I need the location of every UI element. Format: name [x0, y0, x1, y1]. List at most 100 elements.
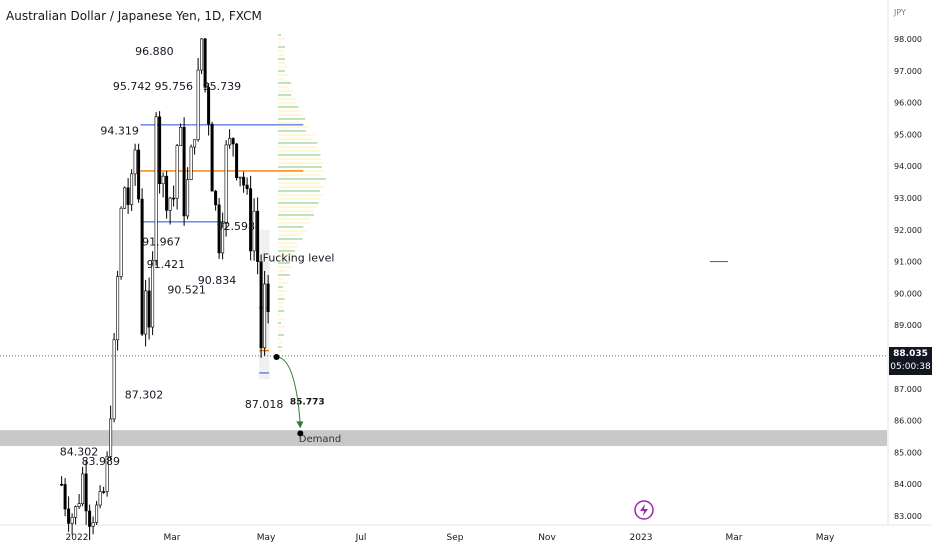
- candle-body: [133, 149, 137, 175]
- annotation-label-3: 95.739: [203, 80, 242, 93]
- volume-profile-bar: [278, 342, 284, 344]
- volume-profile-bar: [278, 194, 323, 196]
- candle-body: [221, 223, 225, 254]
- volume-profile-bar: [278, 138, 312, 140]
- volume-profile-bar: [278, 322, 281, 324]
- chart-title: Australian Dollar / Japanese Yen, 1D, FX…: [6, 9, 262, 23]
- volume-profile: [278, 34, 326, 352]
- candle-body: [182, 127, 186, 217]
- volume-profile-bar: [278, 266, 292, 268]
- candle-body: [154, 116, 158, 261]
- currency-label: JPY: [893, 8, 906, 17]
- volume-profile-bar: [278, 150, 320, 152]
- volume-profile-bar: [278, 118, 306, 120]
- volume-profile-bar: [278, 318, 285, 320]
- candle-body: [165, 175, 169, 211]
- logo-bolt: [640, 504, 648, 516]
- candle-body: [217, 204, 221, 254]
- volume-profile-bar: [278, 190, 321, 192]
- volume-profile-bar: [278, 290, 287, 292]
- volume-profile-bar: [278, 42, 281, 44]
- candle-body: [238, 176, 242, 179]
- candle-body: [67, 508, 71, 524]
- volume-profile-bar: [278, 250, 296, 252]
- volume-profile-bar: [278, 238, 303, 240]
- y-tick-label-12: 86.000: [894, 417, 922, 426]
- volume-profile-bar: [278, 82, 292, 84]
- volume-profile-bar: [278, 306, 283, 308]
- y-tick-label-7: 91.000: [894, 258, 922, 267]
- candle-body: [63, 484, 67, 510]
- candle-body: [214, 190, 218, 206]
- volume-profile-bar: [278, 334, 285, 336]
- x-tick-label-5: Nov: [538, 533, 556, 543]
- volume-profile-bar: [278, 162, 324, 164]
- candle-body: [245, 184, 249, 189]
- volume-profile-bar: [278, 234, 300, 236]
- annotation-label-15: 85.773: [290, 398, 325, 408]
- volume-profile-bar: [278, 262, 290, 264]
- volume-profile-bar: [278, 122, 304, 124]
- candle-body: [175, 145, 179, 199]
- volume-profile-bar: [278, 338, 281, 340]
- candle-body: [168, 197, 172, 211]
- candle-body: [77, 503, 81, 507]
- candle-body: [88, 510, 92, 527]
- candle-body: [81, 473, 85, 504]
- volume-profile-bar: [278, 126, 310, 128]
- volume-profile-bar: [278, 86, 287, 88]
- volume-profile-bar: [278, 298, 285, 300]
- candle-body: [179, 127, 183, 147]
- candle-body: [252, 210, 256, 252]
- candle-body: [231, 138, 235, 145]
- volume-profile-bar: [278, 186, 325, 188]
- candle-body: [137, 149, 141, 200]
- volume-profile-bar: [278, 270, 287, 272]
- candle-body: [207, 87, 211, 125]
- annotation-label-14: 83.989: [82, 455, 121, 468]
- annotation-label-4: 94.319: [100, 124, 139, 137]
- volume-profile-bar: [278, 62, 285, 64]
- volume-profile-bar: [278, 302, 284, 304]
- volume-profile-bar: [278, 58, 285, 60]
- candle-body: [140, 198, 144, 335]
- candle-body: [119, 207, 123, 277]
- y-tick-label-4: 94.000: [894, 162, 922, 171]
- x-tick-label-1: Mar: [164, 533, 181, 543]
- volume-profile-bar: [278, 198, 320, 200]
- candle-body: [112, 339, 116, 420]
- demand-zone: [0, 430, 887, 447]
- volume-profile-bar: [278, 166, 322, 168]
- y-tick-label-3: 95.000: [894, 130, 922, 139]
- y-tick-label-2: 96.000: [894, 99, 922, 108]
- volume-profile-bar: [278, 314, 282, 316]
- candle-body: [193, 139, 197, 148]
- candle-body: [158, 116, 162, 185]
- candle-body: [130, 173, 134, 205]
- volume-profile-bar: [278, 214, 315, 216]
- volume-profile-bar: [278, 70, 285, 72]
- candle-body: [105, 456, 109, 492]
- x-tick-label-8: May: [816, 533, 835, 543]
- candle-body: [91, 522, 95, 527]
- bar-countdown: 05:00:38: [890, 362, 931, 372]
- annotation-label-11: 87.302: [125, 388, 164, 401]
- y-tick-label-1: 97.000: [894, 67, 922, 76]
- volume-profile-bar: [278, 254, 294, 256]
- volume-profile-bar: [278, 258, 294, 260]
- volume-profile-bar: [278, 218, 309, 220]
- candle-body: [144, 290, 148, 335]
- candle-body: [228, 138, 232, 146]
- projection-arrow: [276, 356, 301, 426]
- volume-profile-bar: [278, 66, 287, 68]
- annotation-label-12: 87.018: [245, 398, 284, 411]
- y-tick-label-0: 98.000: [894, 35, 922, 44]
- candle-body: [189, 146, 193, 180]
- volume-profile-bar: [278, 134, 314, 136]
- y-tick-label-9: 89.000: [894, 321, 922, 330]
- volume-profile-bar: [278, 54, 285, 56]
- volume-profile-bar: [278, 230, 307, 232]
- candle-body: [242, 176, 246, 186]
- candle-body: [263, 283, 267, 349]
